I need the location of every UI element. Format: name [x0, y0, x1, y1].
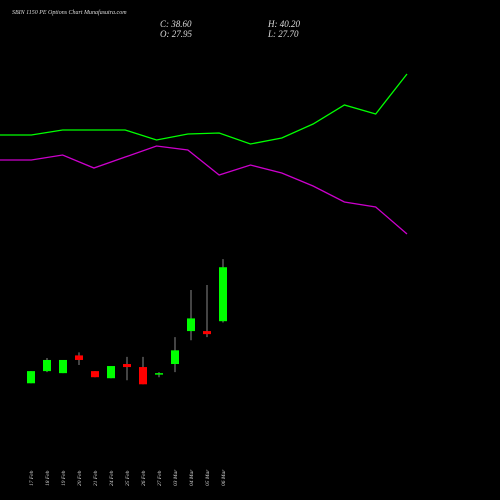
x-tick-label: 25 Feb: [125, 470, 131, 486]
candle-body: [123, 364, 131, 368]
indicator-line: [0, 145, 408, 235]
candle-body: [203, 331, 211, 335]
low-label: L: 27.70: [267, 29, 299, 39]
x-tick-label: 05 Mar: [205, 469, 211, 486]
x-tick-label: 26 Feb: [141, 470, 147, 486]
x-tick-label: 21 Feb: [93, 470, 99, 486]
x-tick-label: 27 Feb: [157, 470, 163, 486]
candle-body: [139, 367, 147, 385]
candle-body: [155, 373, 163, 375]
high-label: H: 40.20: [267, 19, 300, 29]
open-label: O: 27.95: [160, 29, 192, 39]
candle-body: [59, 359, 67, 374]
x-tick-label: 06 Mar: [221, 469, 227, 486]
candle-body: [43, 359, 51, 372]
candle-body: [27, 371, 35, 384]
x-tick-label: 17 Feb: [29, 470, 35, 486]
candle-body: [75, 355, 83, 360]
x-tick-label: 03 Mar: [173, 469, 179, 486]
chart-title: SBIN 1150 PE Options Chart Munafasutra.c…: [12, 9, 127, 16]
x-tick-label: 18 Feb: [45, 470, 51, 486]
x-tick-label: 20 Feb: [77, 470, 83, 486]
x-tick-label: 04 Mar: [188, 469, 195, 486]
candle-body: [187, 318, 195, 332]
x-tick-label: 24 Feb: [108, 470, 115, 486]
candle-body: [219, 267, 227, 322]
candle-body: [107, 366, 115, 379]
candle-body: [171, 350, 179, 365]
indicator-line: [0, 73, 408, 145]
x-tick-label: 19 Feb: [61, 470, 67, 486]
close-label: C: 38.60: [160, 19, 192, 29]
candle-body: [91, 371, 99, 378]
